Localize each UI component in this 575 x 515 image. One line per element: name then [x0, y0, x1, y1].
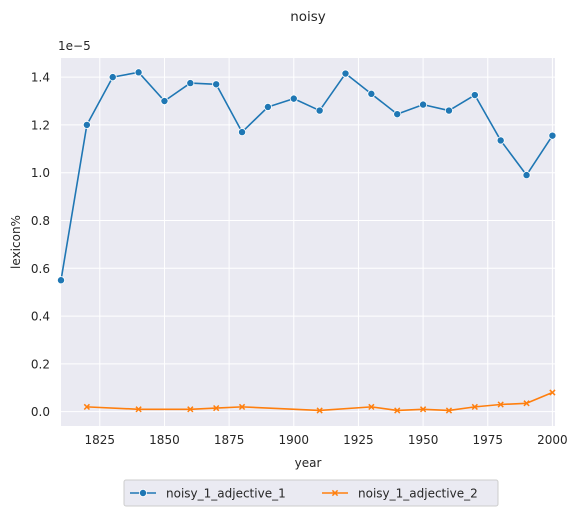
x-tick-label: 1850	[149, 433, 180, 447]
data-point	[471, 91, 478, 98]
x-tick-label: 1950	[408, 433, 439, 447]
y-tick-label: 0.4	[31, 310, 50, 324]
y-offset-label: 1e−5	[58, 39, 91, 53]
y-tick-label: 1.0	[31, 166, 50, 180]
plot-area	[61, 58, 555, 426]
legend-marker	[139, 489, 146, 496]
y-tick-label: 1.2	[31, 118, 50, 132]
data-point	[83, 121, 90, 128]
data-point	[109, 74, 116, 81]
x-tick-label: 2000	[537, 433, 568, 447]
data-point	[264, 103, 271, 110]
data-point	[419, 101, 426, 108]
x-tick-label: 1825	[85, 433, 116, 447]
x-tick-label: 1900	[279, 433, 310, 447]
y-tick-label: 0.2	[31, 357, 50, 371]
data-point	[549, 132, 556, 139]
y-tick-label: 1.4	[31, 71, 50, 85]
data-point	[316, 107, 323, 114]
data-point	[213, 81, 220, 88]
y-tick-label: 0.0	[31, 405, 50, 419]
data-point	[368, 90, 375, 97]
data-point	[342, 70, 349, 77]
y-tick-label: 0.8	[31, 214, 50, 228]
data-point	[161, 97, 168, 104]
legend-label: noisy_1_adjective_2	[358, 487, 478, 501]
data-point	[290, 95, 297, 102]
legend-label: noisy_1_adjective_1	[166, 487, 286, 501]
x-tick-label: 1975	[472, 433, 503, 447]
y-axis-label: lexicon%	[9, 215, 23, 269]
data-point	[497, 137, 504, 144]
data-point	[238, 128, 245, 135]
legend: noisy_1_adjective_1 noisy_1_adjective_2	[124, 480, 498, 506]
chart-title: noisy	[290, 9, 326, 25]
data-point	[445, 107, 452, 114]
y-tick-label: 0.6	[31, 262, 50, 276]
x-tick-label: 1925	[343, 433, 374, 447]
x-tick-label: 1875	[214, 433, 245, 447]
data-point	[57, 277, 64, 284]
data-point	[187, 79, 194, 86]
data-point	[135, 69, 142, 76]
x-axis-label: year	[295, 456, 322, 470]
data-point	[394, 111, 401, 118]
data-point	[523, 171, 530, 178]
